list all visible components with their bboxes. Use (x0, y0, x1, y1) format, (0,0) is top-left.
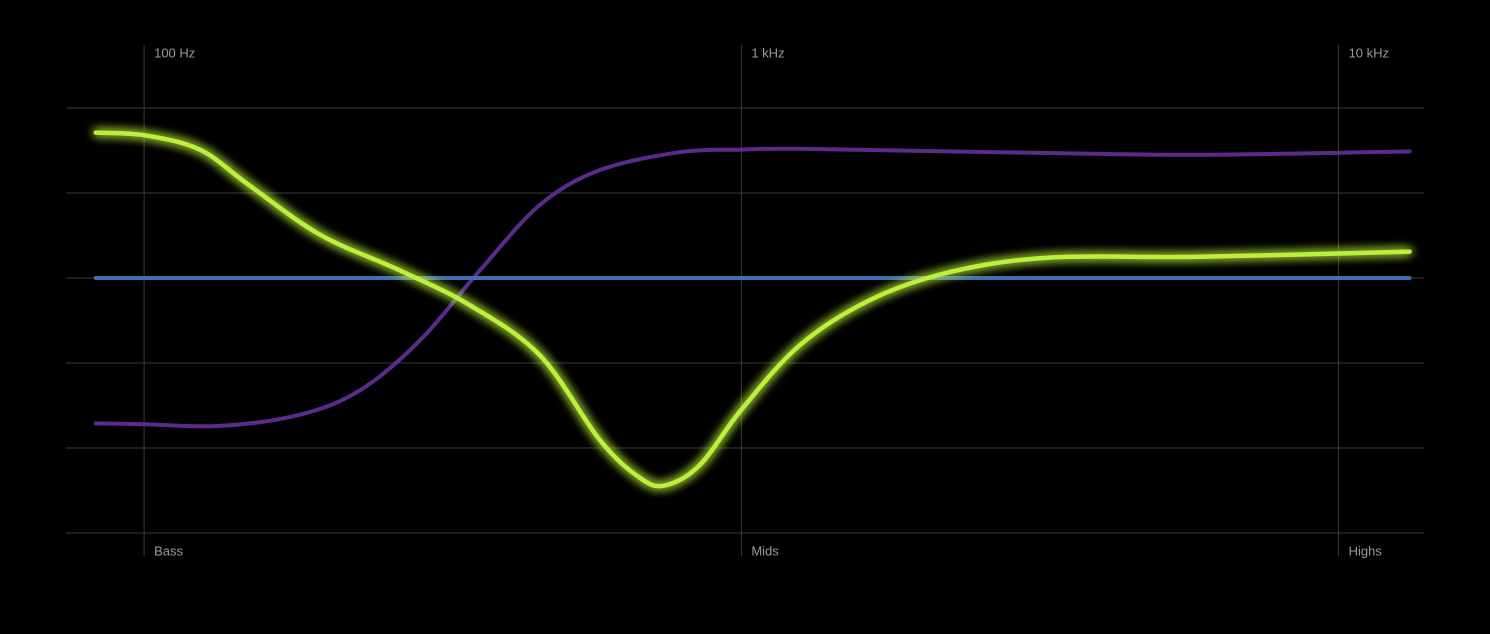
x-tick-label: 10 kHz (1349, 45, 1389, 60)
band-label: Bass (154, 543, 183, 558)
band-label: Mids (751, 543, 779, 558)
x-tick-label: 1 kHz (751, 45, 784, 60)
x-tick-label: 100 Hz (154, 45, 195, 60)
eq-curve (93, 146, 1412, 429)
eq-curve (93, 130, 1412, 489)
band-label: Highs (1349, 543, 1383, 558)
